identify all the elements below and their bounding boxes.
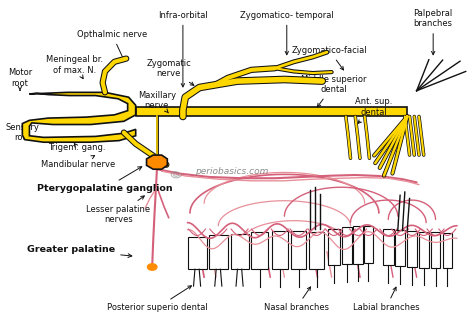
Text: Infra-orbital: Infra-orbital xyxy=(158,11,208,87)
Polygon shape xyxy=(364,226,373,264)
Text: Sensory
root: Sensory root xyxy=(5,123,39,142)
Polygon shape xyxy=(22,92,136,142)
Polygon shape xyxy=(310,232,324,269)
Polygon shape xyxy=(419,232,429,268)
Circle shape xyxy=(147,264,157,270)
Text: Motor
root: Motor root xyxy=(8,68,32,90)
Polygon shape xyxy=(251,232,268,269)
Polygon shape xyxy=(291,231,306,269)
Polygon shape xyxy=(146,155,167,169)
Text: Trigem. gang.: Trigem. gang. xyxy=(48,142,106,151)
Text: Zygomatico-facial: Zygomatico-facial xyxy=(292,46,367,70)
Polygon shape xyxy=(383,229,393,265)
Polygon shape xyxy=(407,231,417,267)
Text: Zygomatico- temporal: Zygomatico- temporal xyxy=(240,11,334,55)
Polygon shape xyxy=(395,230,405,266)
Polygon shape xyxy=(353,226,363,264)
Text: Ant. sup.
dental: Ant. sup. dental xyxy=(356,97,393,123)
Text: Pterygopalatine ganglion: Pterygopalatine ganglion xyxy=(36,167,172,193)
Polygon shape xyxy=(443,233,452,268)
Polygon shape xyxy=(230,234,248,269)
Text: periobasics.com: periobasics.com xyxy=(195,167,268,176)
Text: Meningeal br.
of max. N.: Meningeal br. of max. N. xyxy=(46,55,103,78)
Text: Posterior superio dental: Posterior superio dental xyxy=(107,286,207,312)
Polygon shape xyxy=(272,231,288,269)
Text: Labial branches: Labial branches xyxy=(353,287,419,312)
Text: Greater palatine: Greater palatine xyxy=(27,245,132,257)
Polygon shape xyxy=(328,229,340,265)
Text: Zygomatic
nerve: Zygomatic nerve xyxy=(146,58,194,85)
Text: Lesser palatine
nerves: Lesser palatine nerves xyxy=(86,196,150,224)
Polygon shape xyxy=(431,232,440,268)
Text: Palpebral
branches: Palpebral branches xyxy=(413,9,453,55)
Polygon shape xyxy=(209,235,228,269)
Polygon shape xyxy=(188,237,207,269)
Text: Mandibular nerve: Mandibular nerve xyxy=(41,156,116,169)
Polygon shape xyxy=(136,107,407,117)
Text: Nasal branches: Nasal branches xyxy=(264,287,329,312)
Text: Middle superior
dental: Middle superior dental xyxy=(301,75,367,107)
Text: Maxillary
nerve: Maxillary nerve xyxy=(138,91,176,113)
Polygon shape xyxy=(342,227,352,265)
Text: Opthalmic nerve: Opthalmic nerve xyxy=(77,30,147,61)
